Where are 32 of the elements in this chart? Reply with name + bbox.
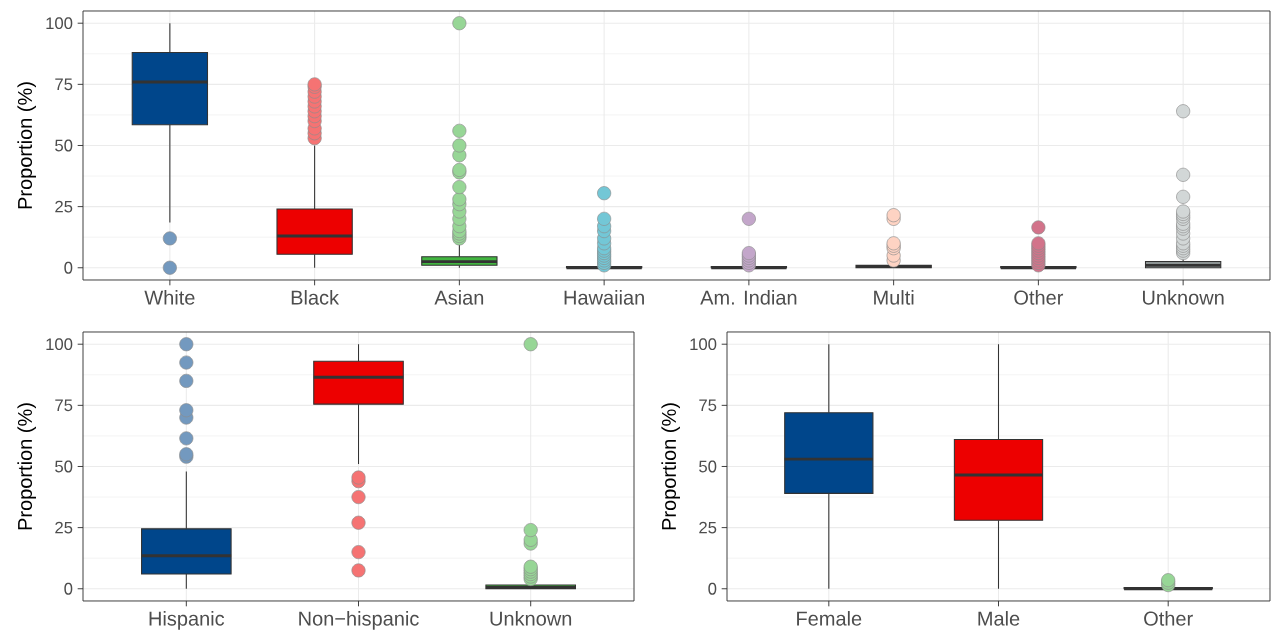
y-tick-label: 75 xyxy=(55,399,73,412)
x-tick-label: Other xyxy=(1014,290,1064,305)
y-tick-label: 100 xyxy=(690,338,717,351)
x-tick-label: Unknown xyxy=(490,611,572,626)
x-tick-label: Asian xyxy=(434,290,484,305)
x-tick-label: Male xyxy=(978,611,1020,626)
y-tick-label: 100 xyxy=(46,17,73,30)
y-tick-label: 25 xyxy=(699,521,717,534)
y-axis-title: Proportion (%) xyxy=(661,403,680,530)
x-tick-label: White xyxy=(144,290,195,305)
x-tick-label: Hawaiian xyxy=(564,290,644,305)
x-tick-label: Unknown xyxy=(1143,290,1224,305)
y-tick-label: 75 xyxy=(699,399,717,412)
x-tick-label: Hispanic xyxy=(149,611,225,630)
y-tick-label: 50 xyxy=(699,460,717,473)
y-tick-label: 50 xyxy=(55,139,73,152)
y-tick-label: 50 xyxy=(55,460,73,473)
x-tick-label: Multi xyxy=(874,290,914,305)
x-tick-label: Am. Indian xyxy=(700,290,797,305)
x-tick-label: Other xyxy=(1144,611,1193,626)
y-axis-title: Proportion (%) xyxy=(17,403,36,530)
y-axis-title: Proportion (%) xyxy=(17,82,36,209)
x-tick-label: Black xyxy=(291,290,340,305)
y-tick-label: 25 xyxy=(55,521,73,534)
y-tick-label: 0 xyxy=(64,582,73,595)
x-tick-label: Female xyxy=(797,611,862,626)
y-tick-label: 25 xyxy=(55,200,73,213)
x-tick-label: Non−hispanic xyxy=(299,611,419,630)
y-tick-label: 0 xyxy=(64,261,73,274)
y-tick-label: 75 xyxy=(55,78,73,91)
y-tick-label: 100 xyxy=(46,338,73,351)
y-tick-label: 0 xyxy=(708,582,717,595)
